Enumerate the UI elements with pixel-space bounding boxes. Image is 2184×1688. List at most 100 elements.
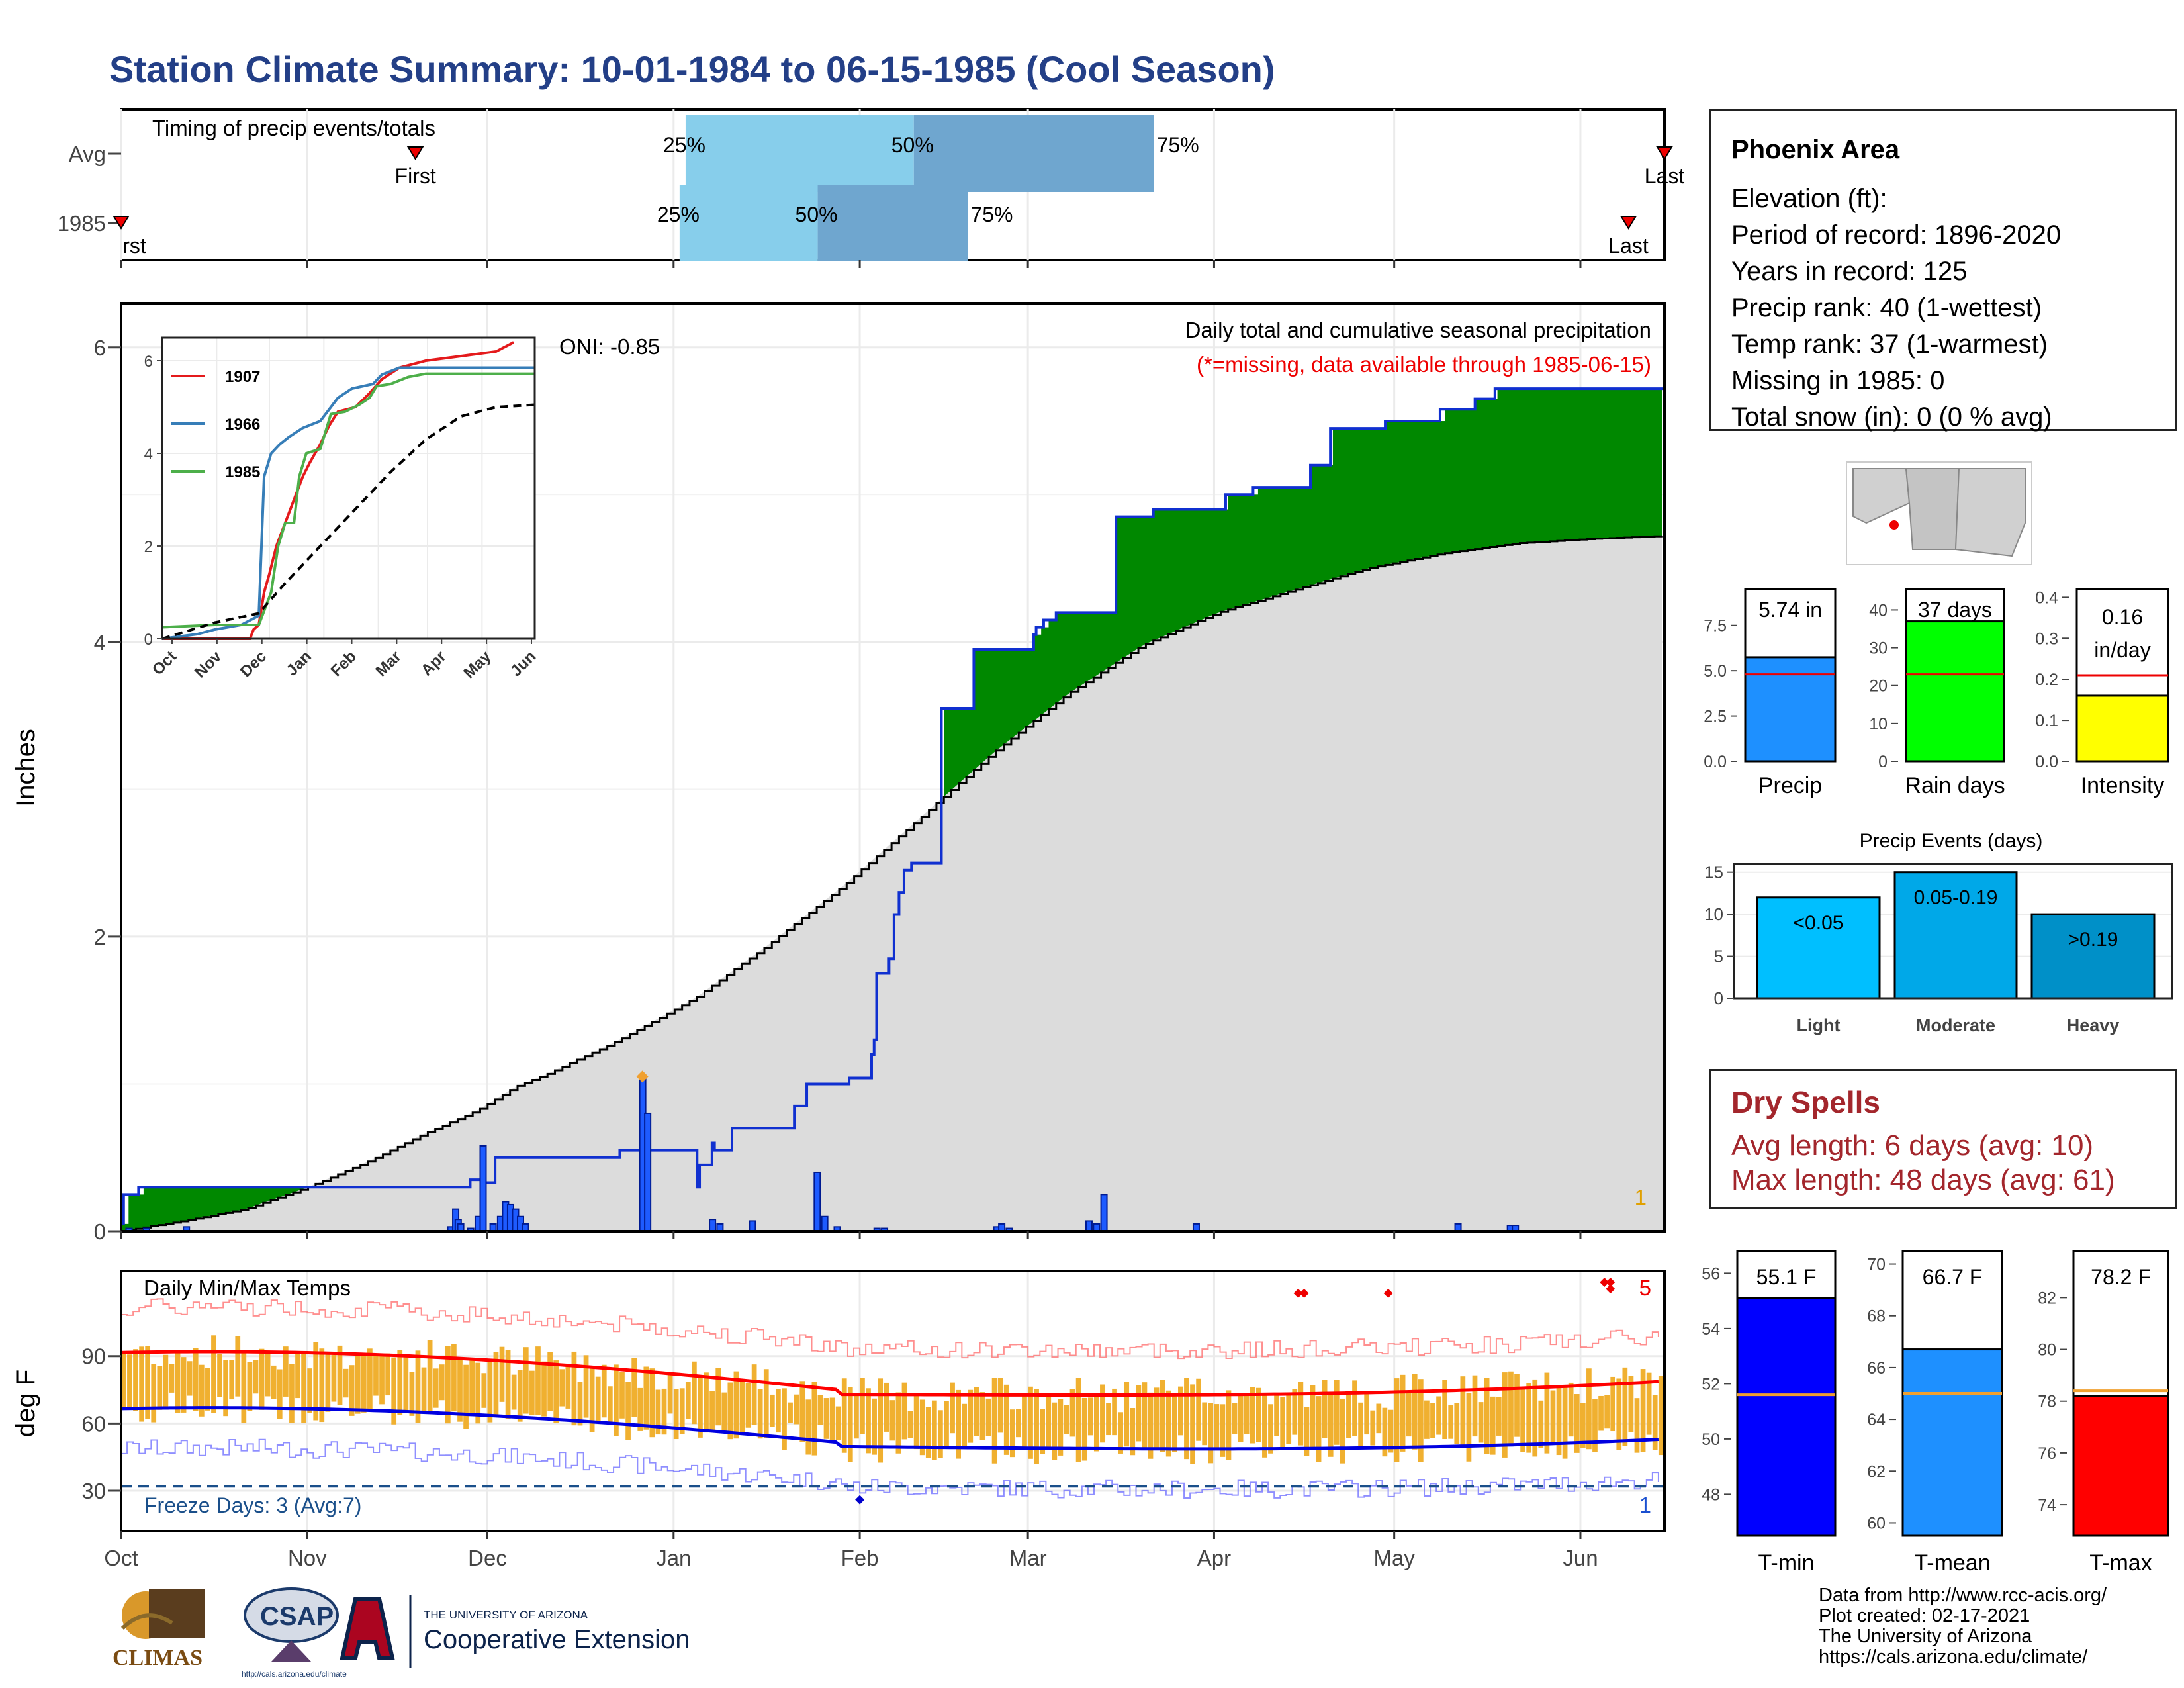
above-normal-fill [1265, 487, 1274, 599]
daily-temp-bar [1262, 1393, 1267, 1458]
above-normal-fill [1347, 428, 1356, 575]
station-precip-rank: Precip rank: 40 (1-wettest) [1731, 293, 2042, 322]
timing-row-label: Avg [69, 142, 106, 166]
daily-temp-bar [1640, 1369, 1646, 1452]
daily-temp-bar [625, 1382, 631, 1440]
daily-temp-bar [367, 1348, 373, 1411]
state-map [1846, 461, 2032, 565]
daily-temp-bar [301, 1352, 306, 1423]
daily-temp-bar [1130, 1408, 1136, 1456]
daily-temp-bar [427, 1340, 433, 1413]
daily-temp-bar [895, 1392, 901, 1454]
daily-temp-bar [1610, 1376, 1616, 1432]
above-normal-fill [1108, 612, 1116, 668]
daily-temp-bar [1064, 1405, 1069, 1434]
above-normal-fill [1549, 389, 1558, 541]
daily-precip-bar [479, 1145, 487, 1233]
daily-temp-bar [1250, 1387, 1255, 1444]
above-normal-fill [1490, 399, 1498, 547]
daily-temp-bar [1466, 1393, 1472, 1462]
daily-temp-bar [265, 1353, 271, 1397]
temps-title: Daily Min/Max Temps [144, 1276, 351, 1300]
daily-temp-bar [1658, 1376, 1664, 1456]
daily-temp-bar [1460, 1376, 1466, 1448]
above-normal-fill [1355, 428, 1363, 573]
daily-temp-bar [1586, 1368, 1592, 1450]
daily-temp-bar [1244, 1395, 1250, 1434]
daily-temp-bar [277, 1369, 283, 1419]
climas-swoosh-icon [120, 1613, 173, 1630]
normal-cumulative-area [121, 536, 1664, 1232]
daily-temp-bar [968, 1389, 974, 1443]
daily-temp-bar [698, 1377, 703, 1438]
daily-temp-bar [169, 1364, 175, 1393]
daily-temp-bar [1022, 1395, 1027, 1447]
map-region-nm [1954, 468, 2026, 557]
freeze-days-label: Freeze Days: 3 (Avg:7) [144, 1493, 361, 1517]
inset-background [162, 338, 535, 639]
daily-precip-bar [709, 1219, 717, 1232]
daily-temp-bar [1424, 1400, 1430, 1439]
inset-y-tick-label: 6 [144, 353, 153, 371]
station-missing: Missing in 1985: 0 [1731, 366, 1945, 395]
daily-temp-bar [1544, 1372, 1550, 1454]
above-normal-fill [1078, 612, 1087, 687]
daily-temp-bar [175, 1350, 181, 1413]
above-normal-fill [1385, 421, 1393, 565]
above-normal-fill [1011, 649, 1019, 739]
inset-series-line [162, 341, 515, 640]
above-normal-fill [1160, 509, 1169, 637]
timing-bar-50-75 [817, 185, 968, 261]
daily-temp-bar [565, 1367, 571, 1409]
daily-temp-bar [181, 1357, 187, 1413]
daily-temp-bar [1220, 1404, 1226, 1457]
summary-y-tick-label: 0.0 [1704, 753, 1727, 771]
daily-temp-bar [1238, 1395, 1244, 1442]
daily-temp-bar [187, 1361, 193, 1396]
daily-temp-bar [835, 1406, 841, 1440]
daily-temp-bar [289, 1364, 295, 1423]
first-event-marker [113, 216, 130, 230]
above-normal-fill [240, 1187, 249, 1211]
daily-precip-bar [1085, 1220, 1093, 1233]
above-normal-fill [226, 1187, 234, 1213]
daily-temp-bar [223, 1360, 228, 1417]
daily-temp-bar [805, 1399, 811, 1455]
above-normal-fill [1467, 409, 1476, 551]
daily-temp-bar [1190, 1384, 1195, 1464]
daily-temp-bar [601, 1364, 607, 1418]
logo-strip: CLIMAS CSAP http://cals.arizona.edu/clim… [113, 1587, 690, 1679]
daily-temp-bar [553, 1360, 559, 1423]
daily-temp-bar [938, 1410, 943, 1458]
summary-bar-label: Rain days [1905, 773, 2005, 798]
page-title: Station Climate Summary: 10-01-1984 to 0… [109, 48, 1275, 90]
dry-spells-max: Max length: 48 days (avg: 61) [1731, 1164, 2115, 1196]
daily-temp-bar [1526, 1383, 1532, 1453]
precip-y-tick-label: 0 [94, 1219, 106, 1244]
above-normal-fill [188, 1187, 197, 1220]
above-normal-fill [1587, 389, 1596, 539]
daily-temp-bar [721, 1392, 727, 1434]
temps-x-tick-label: Apr [1197, 1546, 1231, 1570]
daily-temp-bar [811, 1382, 817, 1456]
above-normal-fill [951, 708, 960, 790]
daily-temp-bar [1538, 1400, 1544, 1448]
above-normal-fill [196, 1187, 204, 1219]
daily-temp-bar [271, 1365, 277, 1399]
daily-temp-bar [829, 1397, 835, 1442]
daily-temp-bar [1118, 1412, 1123, 1454]
precip-subtitle: (*=missing, data available through 1985-… [1197, 352, 1651, 377]
temp-bar-label: T-max [2089, 1550, 2152, 1575]
last-event-label: Last [1608, 234, 1649, 258]
event-bar [1756, 896, 1881, 1000]
daily-temp-bar [283, 1346, 289, 1397]
above-normal-fill [1594, 389, 1603, 539]
daily-temp-bar [631, 1358, 637, 1417]
daily-temp-bar [1448, 1405, 1454, 1439]
above-normal-fill [121, 1223, 129, 1231]
daily-temp-bar [1148, 1392, 1154, 1459]
summary-y-tick-label: 0.3 [2035, 630, 2058, 648]
above-normal-fill [1168, 509, 1177, 634]
daily-temp-bar [1016, 1408, 1021, 1438]
daily-temp-bar [379, 1354, 385, 1405]
